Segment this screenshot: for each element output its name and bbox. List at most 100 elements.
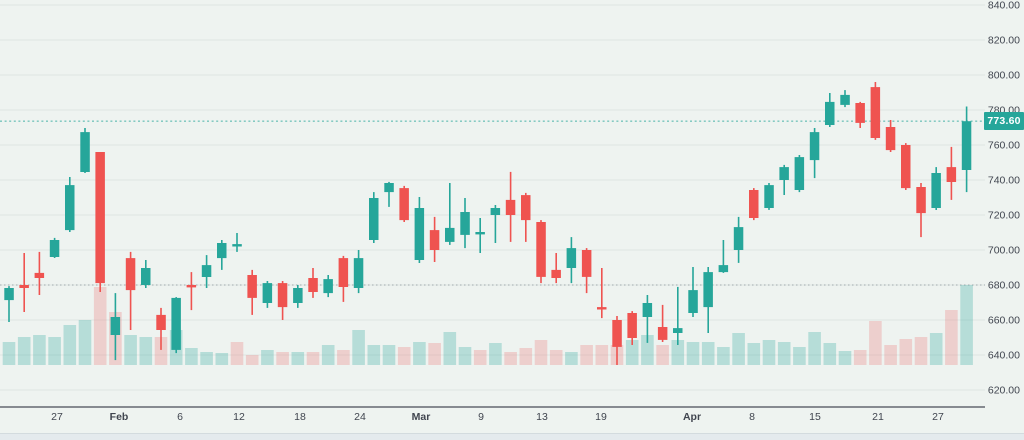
candle[interactable]: [703, 267, 713, 333]
volume-bar[interactable]: [367, 345, 381, 365]
x-axis-tick-label[interactable]: 27: [51, 411, 63, 423]
volume-bar[interactable]: [48, 337, 61, 365]
volume-bar[interactable]: [261, 350, 274, 365]
candle[interactable]: [49, 237, 60, 258]
x-axis-tick-label[interactable]: 13: [536, 411, 548, 423]
candle[interactable]: [95, 152, 105, 292]
candle[interactable]: [141, 260, 151, 288]
volume-bar[interactable]: [63, 325, 77, 365]
candle[interactable]: [414, 197, 425, 263]
candle[interactable]: [384, 181, 394, 207]
volume-bar[interactable]: [321, 345, 335, 365]
x-axis-tick-label[interactable]: 24: [354, 411, 366, 423]
volume-bar[interactable]: [93, 287, 107, 365]
candle[interactable]: [840, 90, 850, 108]
volume-bar[interactable]: [397, 347, 411, 365]
volume-bar[interactable]: [443, 332, 457, 365]
candle[interactable]: [946, 146, 957, 200]
candle[interactable]: [217, 240, 227, 270]
candle[interactable]: [277, 281, 288, 320]
candle[interactable]: [961, 106, 972, 193]
volume-bar[interactable]: [625, 340, 639, 365]
x-axis-tick-label[interactable]: 8: [749, 411, 755, 423]
x-axis-tick-label[interactable]: Feb: [110, 411, 129, 423]
volume-bar[interactable]: [717, 347, 730, 365]
volume-bar[interactable]: [686, 342, 700, 365]
volume-bar[interactable]: [549, 350, 563, 365]
volume-bar[interactable]: [245, 355, 259, 365]
candle[interactable]: [733, 216, 744, 263]
volume-bar[interactable]: [185, 348, 198, 365]
x-axis-tick-label[interactable]: Apr: [683, 411, 701, 423]
candle[interactable]: [673, 286, 683, 345]
x-axis-tick-label[interactable]: 27: [932, 411, 944, 423]
x-axis-tick-label[interactable]: 9: [478, 411, 484, 423]
candle[interactable]: [293, 285, 303, 308]
volume-bar[interactable]: [215, 353, 229, 365]
candle[interactable]: [262, 281, 273, 308]
volume-bar[interactable]: [580, 345, 593, 365]
candle[interactable]: [597, 268, 607, 319]
candle[interactable]: [34, 251, 45, 295]
candle[interactable]: [657, 304, 668, 342]
volume-bar[interactable]: [747, 343, 761, 365]
volume-bar[interactable]: [306, 352, 320, 365]
candle[interactable]: [901, 143, 911, 190]
candle[interactable]: [566, 237, 577, 284]
volume-bar[interactable]: [337, 350, 350, 365]
candle[interactable]: [809, 128, 820, 179]
candle-layer[interactable]: [4, 82, 972, 365]
x-axis-tick-label[interactable]: 12: [233, 411, 245, 423]
volume-bar[interactable]: [777, 342, 791, 365]
candle[interactable]: [323, 275, 333, 298]
x-axis-tick-label[interactable]: Mar: [412, 411, 431, 423]
x-axis-tick-label[interactable]: 15: [809, 411, 821, 423]
candle[interactable]: [369, 192, 379, 243]
volume-bar[interactable]: [230, 342, 244, 365]
volume-bar[interactable]: [565, 352, 578, 365]
candle[interactable]: [65, 177, 75, 232]
volume-bar[interactable]: [869, 321, 882, 365]
candle[interactable]: [779, 164, 789, 195]
volume-bar[interactable]: [139, 337, 153, 365]
volume-bar[interactable]: [33, 335, 46, 365]
candle[interactable]: [156, 307, 166, 350]
candle[interactable]: [870, 82, 881, 140]
candle[interactable]: [505, 171, 516, 242]
candle[interactable]: [171, 297, 181, 354]
volume-bar[interactable]: [2, 342, 16, 365]
candle[interactable]: [749, 188, 759, 221]
candle[interactable]: [764, 183, 774, 210]
candle[interactable]: [399, 185, 409, 222]
volume-bar[interactable]: [899, 339, 913, 365]
volume-bar[interactable]: [960, 285, 973, 365]
volume-bar[interactable]: [671, 340, 685, 365]
candle[interactable]: [688, 267, 698, 317]
candle[interactable]: [581, 248, 592, 294]
candle[interactable]: [490, 205, 501, 243]
volume-bar[interactable]: [914, 337, 928, 365]
candle[interactable]: [201, 255, 212, 288]
candle[interactable]: [475, 218, 485, 253]
volume-bar[interactable]: [823, 343, 837, 365]
candle[interactable]: [536, 220, 546, 284]
candle[interactable]: [429, 216, 440, 262]
candle[interactable]: [186, 272, 197, 311]
candle[interactable]: [445, 183, 455, 245]
candle[interactable]: [19, 253, 29, 312]
volume-bar[interactable]: [291, 352, 305, 365]
candle[interactable]: [232, 233, 242, 252]
volume-bar[interactable]: [489, 343, 502, 365]
candle[interactable]: [110, 293, 121, 361]
candle[interactable]: [855, 101, 865, 128]
x-axis-tick-label[interactable]: 19: [595, 411, 607, 423]
volume-bar[interactable]: [504, 352, 517, 365]
candle[interactable]: [521, 192, 531, 242]
volume-bar[interactable]: [884, 345, 897, 365]
candle[interactable]: [125, 251, 136, 330]
candle[interactable]: [353, 250, 364, 294]
volume-bar[interactable]: [762, 340, 776, 365]
candle[interactable]: [825, 93, 835, 127]
volume-bar[interactable]: [595, 345, 609, 365]
volume-bar[interactable]: [701, 342, 715, 365]
